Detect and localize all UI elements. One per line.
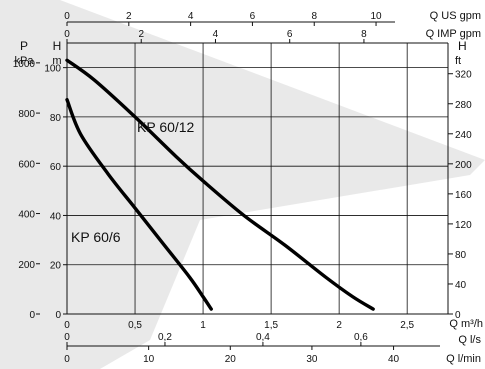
m3h-unit: Q m³/h [449,318,483,330]
us-gpm-unit: Q US gpm [430,10,481,22]
ft-tick-label: 120 [455,220,472,231]
ft-tick-label: 0 [455,310,461,321]
grid-lines [66,43,448,315]
head-m-axis-label: H [53,39,62,53]
kpa-tick-label: 400 [18,210,35,221]
m3h-tick-label: 0,5 [128,320,142,331]
head-m-tick-label: 40 [50,211,62,222]
curves [65,58,375,311]
kpa-tick-label: 200 [18,260,35,271]
kpa-tick-label: 0 [29,310,35,321]
lmin-unit: Q l/min [446,353,481,365]
m3h-tick-label: 0 [64,320,70,331]
pressure-axis-unit: kPa [15,55,35,67]
kpa-tick-label: 600 [18,159,35,170]
tick-labels: 0 0,5 1 1,5 2 2,50204060801000200400600800100… [13,11,472,365]
pressure-axis-label: P [20,39,28,53]
curve-kp-60-6 [65,97,213,311]
ls-tick-label: 0,4 [256,332,270,343]
m3h-tick-label: 2,5 [400,320,414,331]
ft-tick-label: 240 [455,130,472,141]
ft-tick-label: 40 [455,280,467,291]
m3h-tick-label: 1,5 [264,320,278,331]
m3h-tick-label: 1 [200,320,206,331]
us-gpm-tick-label: 4 [188,11,194,22]
head-m-tick-label: 100 [44,64,61,75]
imp-gpm-tick-label: 0 [64,29,70,40]
ls-tick-label: 0,6 [354,332,368,343]
head-ft-axis-unit: ft [455,55,461,67]
lmin-tick-label: 20 [225,354,237,365]
us-gpm-tick-label: 8 [311,11,317,22]
imp-gpm-unit: Q IMP gpm [426,28,481,40]
head-m-tick-label: 60 [50,162,62,173]
imp-gpm-tick-label: 6 [287,29,293,40]
curve-kp-60-12 [65,58,375,311]
ls-tick-label: 0,2 [158,332,172,343]
lmin-tick-label: 40 [388,354,400,365]
ft-tick-label: 160 [455,190,472,201]
lmin-tick-label: 0 [64,354,70,365]
kpa-tick-label: 800 [18,109,35,120]
ft-tick-label: 320 [455,70,472,81]
imp-gpm-tick-label: 4 [213,29,219,40]
head-m-axis-unit: m [52,55,61,67]
us-gpm-tick-label: 6 [250,11,256,22]
us-gpm-tick-label: 2 [126,11,132,22]
imp-gpm-tick-label: 2 [138,29,144,40]
ft-tick-label: 200 [455,160,472,171]
ls-tick-label: 0 [64,332,70,343]
imp-gpm-tick-label: 8 [361,29,367,40]
ft-tick-label: 280 [455,100,472,111]
axes [66,21,449,347]
ft-tick-label: 80 [455,250,467,261]
series-label-kp60-12: KP 60/12 [137,119,195,135]
ls-unit: Q l/s [458,334,481,346]
head-ft-axis-label: H [458,39,467,53]
lmin-tick-label: 30 [306,354,318,365]
us-gpm-tick-label: 0 [64,11,70,22]
m3h-tick-label: 2 [336,320,342,331]
kpa-tick-label: 1000 [13,59,36,70]
series-label-kp60-6: KP 60/6 [71,229,121,245]
head-m-tick-label: 20 [50,261,62,272]
us-gpm-tick-label: 10 [370,11,382,22]
lmin-tick-label: 10 [143,354,155,365]
tick-marks [36,22,453,350]
head-m-tick-label: 0 [55,310,61,321]
head-m-tick-label: 80 [50,113,62,124]
